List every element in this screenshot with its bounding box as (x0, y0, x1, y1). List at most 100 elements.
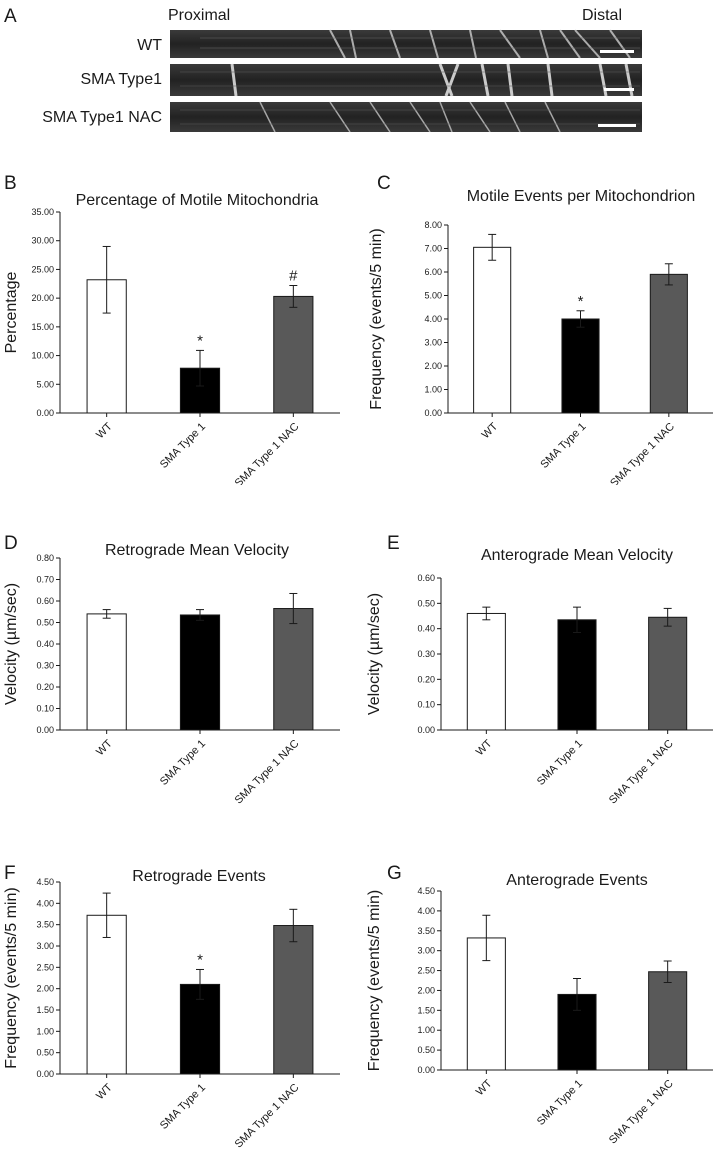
y-tick-label: 0.50 (36, 618, 54, 628)
distal-label: Distal (582, 7, 622, 24)
y-tick-label: 0.30 (36, 661, 54, 671)
bar (273, 925, 314, 1075)
bar (179, 367, 221, 414)
y-tick-label: 20.00 (31, 293, 54, 303)
y-tick-label: 1.50 (417, 1005, 435, 1015)
x-tick-label: SMA Type 1 NAC (233, 421, 302, 485)
scale-bar (600, 50, 634, 53)
y-tick-label: 0.10 (36, 704, 54, 714)
kymograph-wt (170, 29, 642, 59)
y-axis-label: Percentage (3, 271, 20, 353)
kymograph-nac (170, 101, 642, 133)
y-tick-label: 0.20 (417, 674, 435, 684)
x-tick-label: WT (480, 420, 501, 441)
chart-motile-events: C Motile Events per Mitochondrion Frequenc… (368, 173, 713, 485)
chart-anterograde-events: G Anterograde Events Frequency (events/5 m… (366, 863, 713, 1147)
bar (273, 295, 314, 414)
y-tick-label: 15.00 (31, 322, 54, 332)
y-tick-label: 7.00 (424, 244, 442, 254)
y-axis-label: Frequency (events/5 min) (368, 228, 385, 409)
x-tick-label: SMA Type 1 (535, 738, 585, 788)
chart-title: Retrograde Events (132, 868, 265, 885)
y-tick-label: 4.00 (417, 906, 435, 916)
chart-title: Retrograde Mean Velocity (105, 542, 289, 559)
y-axis-label: Velocity (µm/sec) (3, 583, 20, 705)
kymo-row-label-wt: WT (137, 37, 162, 54)
y-tick-label: 1.00 (424, 385, 442, 395)
bar (273, 608, 314, 731)
panel-letter-a: A (4, 6, 17, 27)
y-tick-label: 2.00 (417, 985, 435, 995)
x-tick-label: WT (94, 1081, 115, 1102)
x-tick-label: SMA Type 1 NAC (608, 421, 677, 485)
bar (466, 612, 506, 731)
y-tick-label: 2.50 (417, 966, 435, 976)
chart-title: Anterograde Events (506, 872, 647, 889)
significance-marker: * (197, 332, 203, 349)
y-tick-label: 10.00 (31, 351, 54, 361)
y-tick-label: 8.00 (424, 220, 442, 230)
x-tick-label: WT (474, 1077, 495, 1098)
y-tick-label: 0.00 (36, 725, 54, 735)
y-tick-label: 0.60 (417, 573, 435, 583)
y-tick-label: 5.00 (424, 291, 442, 301)
y-tick-label: 0.00 (36, 408, 54, 418)
kymo-row-label-sma: SMA Type1 (80, 71, 162, 88)
x-tick-label: SMA Type 1 NAC (607, 1078, 676, 1147)
bar (179, 614, 221, 731)
y-tick-label: 0.00 (417, 1065, 435, 1075)
y-tick-label: 0.20 (36, 682, 54, 692)
y-tick-label: 0.50 (417, 598, 435, 608)
y-tick-label: 1.00 (36, 1026, 54, 1036)
x-tick-label: SMA Type 1 (535, 1078, 585, 1128)
x-tick-label: SMA Type 1 (538, 421, 588, 471)
x-tick-label: SMA Type 1 (158, 1082, 208, 1132)
y-tick-label: 0.50 (36, 1048, 54, 1058)
y-tick-label: 3.50 (36, 920, 54, 930)
chart-anterograde-velocity: E Anterograde Mean Velocity Velocity (µm/s… (366, 533, 713, 807)
y-tick-label: 3.00 (417, 946, 435, 956)
x-tick-label: SMA Type 1 (158, 421, 208, 471)
y-tick-label: 0.10 (417, 700, 435, 710)
scale-bar (598, 124, 636, 127)
y-tick-label: 0.60 (36, 596, 54, 606)
y-axis-label: Velocity (µm/sec) (366, 593, 383, 715)
panel-letter: G (387, 863, 402, 884)
significance-marker: # (289, 268, 298, 285)
x-tick-label: SMA Type 1 (158, 738, 208, 788)
y-tick-label: 2.50 (36, 962, 54, 972)
chart-title: Motile Events per Mitochondrion (467, 188, 696, 205)
x-tick-label: SMA Type 1 NAC (233, 1082, 302, 1151)
y-tick-label: 1.50 (36, 1005, 54, 1015)
y-tick-label: 5.00 (36, 379, 54, 389)
chart-percentage-motile: B Percentage of Motile Mitochondria Percen… (3, 173, 340, 485)
panel-letter: B (4, 173, 17, 194)
bar (648, 971, 688, 1071)
y-tick-label: 0.40 (36, 639, 54, 649)
panel-a-kymographs: A Proximal Distal WT SMA Type1 SMA Type1… (4, 6, 642, 133)
y-tick-label: 25.00 (31, 264, 54, 274)
y-tick-label: 0.70 (36, 575, 54, 585)
y-tick-label: 4.00 (424, 314, 442, 324)
y-tick-label: 6.00 (424, 267, 442, 277)
significance-marker: * (578, 293, 584, 310)
x-tick-label: SMA Type 1 NAC (607, 738, 676, 807)
bar (649, 273, 688, 414)
chart-title: Percentage of Motile Mitochondria (76, 192, 319, 209)
proximal-label: Proximal (168, 7, 230, 24)
y-tick-label: 0.80 (36, 553, 54, 563)
bar (86, 613, 127, 731)
y-tick-label: 0.50 (417, 1045, 435, 1055)
y-tick-label: 0.00 (36, 1069, 54, 1079)
y-tick-label: 4.50 (417, 886, 435, 896)
bar (86, 279, 127, 414)
y-tick-label: 0.00 (424, 408, 442, 418)
bar (86, 914, 127, 1075)
chart-retrograde-events: F Retrograde Events Frequency (events/5 mi… (3, 863, 340, 1151)
chart-retrograde-velocity: D Retrograde Mean Velocity Velocity (µm/se… (3, 533, 340, 807)
y-tick-label: 2.00 (424, 361, 442, 371)
panel-letter: C (377, 173, 391, 194)
y-tick-label: 3.00 (36, 941, 54, 951)
kymo-row-label-nac: SMA Type1 NAC (42, 109, 162, 126)
bar (561, 318, 600, 414)
